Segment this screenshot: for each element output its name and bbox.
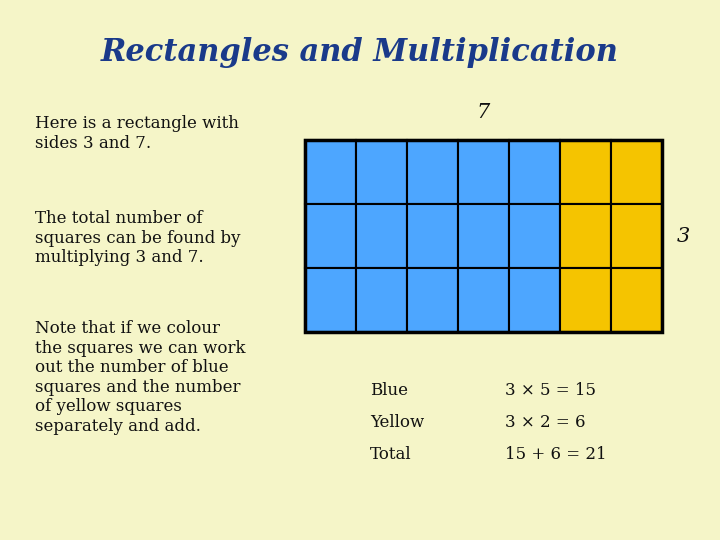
Bar [305,204,356,268]
Text: Note that if we colour
the squares we can work
out the number of blue
squares an: Note that if we colour the squares we ca… [35,320,246,435]
Bar [458,140,509,204]
Bar [356,268,407,332]
Text: 3 × 5 = 15: 3 × 5 = 15 [505,382,596,399]
Bar [611,140,662,204]
Text: Total: Total [370,446,412,463]
Bar [560,140,611,204]
Bar [611,204,662,268]
Bar [305,140,356,204]
Bar [305,268,356,332]
Bar [509,204,560,268]
Bar [560,204,611,268]
Bar [560,268,611,332]
Bar [407,204,458,268]
Text: Yellow: Yellow [370,414,424,431]
Bar [305,140,662,332]
Text: Rectangles and Multiplication: Rectangles and Multiplication [101,37,619,68]
Bar [458,268,509,332]
Bar [356,204,407,268]
Text: 7: 7 [477,103,490,122]
Bar [509,140,560,204]
Text: 15 + 6 = 21: 15 + 6 = 21 [505,446,607,463]
Text: 3 × 2 = 6: 3 × 2 = 6 [505,414,585,431]
Text: Blue: Blue [370,382,408,399]
Bar [509,268,560,332]
Text: 3: 3 [677,226,690,246]
Text: The total number of
squares can be found by
multiplying 3 and 7.: The total number of squares can be found… [35,210,240,266]
Bar [407,268,458,332]
Text: Here is a rectangle with
sides 3 and 7.: Here is a rectangle with sides 3 and 7. [35,115,239,152]
Bar [356,140,407,204]
Bar [611,268,662,332]
Bar [458,204,509,268]
Bar [407,140,458,204]
